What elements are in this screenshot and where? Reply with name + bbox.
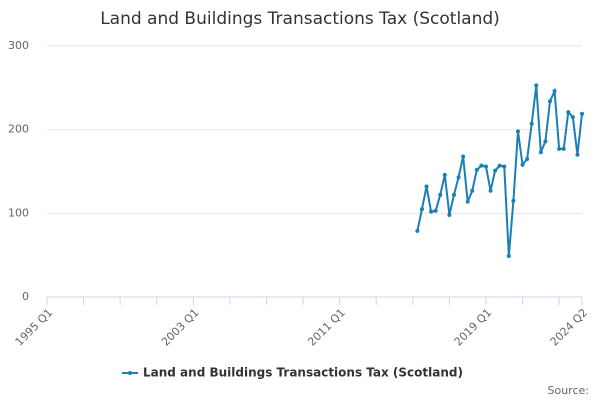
point [451, 192, 456, 197]
point [575, 152, 580, 157]
x-tick-label: 2019 Q1 [452, 306, 495, 349]
point [442, 172, 447, 177]
point [525, 156, 530, 161]
point [534, 83, 539, 88]
point [474, 167, 479, 172]
point [515, 129, 520, 134]
point [488, 188, 493, 193]
point [461, 154, 466, 159]
x-tick-label: 1995 Q1 [13, 306, 56, 349]
point [415, 228, 420, 233]
point [447, 213, 452, 218]
point [506, 254, 511, 259]
point [424, 184, 429, 189]
y-tick-label: 0 [22, 290, 29, 303]
x-tick-label: 2003 Q1 [159, 306, 202, 349]
point [456, 175, 461, 180]
point [520, 162, 525, 167]
point [497, 163, 502, 168]
point [570, 115, 575, 120]
y-tick-label: 200 [8, 123, 29, 136]
chart-title: Land and Buildings Transactions Tax (Sco… [100, 9, 500, 29]
point [419, 207, 424, 212]
point [511, 198, 516, 203]
point [561, 146, 566, 151]
point [465, 199, 470, 204]
y-tick-label: 300 [8, 39, 29, 52]
point [483, 164, 488, 169]
legend-label: Land and Buildings Transactions Tax (Sco… [143, 366, 463, 380]
point [543, 139, 548, 144]
point [552, 89, 557, 94]
point [547, 99, 552, 104]
point [438, 192, 443, 197]
credits: Source: [548, 384, 590, 397]
point [538, 150, 543, 155]
point [433, 208, 438, 213]
point [557, 146, 562, 151]
x-tick-label: 2024 Q2 [548, 306, 591, 349]
point [429, 209, 434, 214]
legend-symbol [128, 371, 132, 375]
y-tick-label: 100 [8, 206, 29, 219]
point [580, 111, 584, 116]
point [529, 121, 534, 126]
x-tick-label: 2011 Q1 [305, 306, 348, 349]
series-line [416, 85, 583, 257]
point [493, 168, 498, 173]
point [470, 188, 475, 193]
point [566, 110, 571, 115]
point [502, 164, 507, 169]
point [479, 163, 484, 168]
